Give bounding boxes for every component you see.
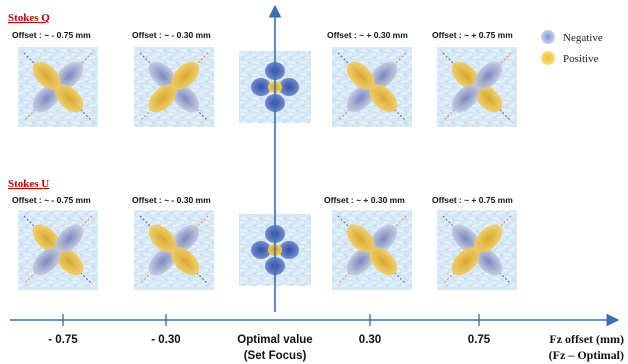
u-offset-label-4: Offset : ~ + 0.30 mm <box>324 195 405 205</box>
pattern-lobe <box>55 224 84 253</box>
q-offset-label-2: Offset : ~ - 0.30 mm <box>132 30 211 40</box>
pattern-lobe <box>346 61 375 90</box>
stokes-q-panel-5 <box>437 47 517 127</box>
q-offset-label-1: Offset : ~ - 0.75 mm <box>12 30 91 40</box>
pattern-lobe <box>32 61 61 90</box>
pattern-lobe <box>171 247 200 276</box>
axis-subtitle: (Fz – Optimal) <box>549 348 624 362</box>
axis-ticks <box>62 314 480 326</box>
stokes-q-panel-4 <box>332 47 412 127</box>
pattern-lobe <box>32 224 61 253</box>
negative-legend-marker <box>541 30 555 44</box>
pattern-lobe <box>369 247 398 276</box>
pattern-lobe <box>148 247 177 276</box>
pattern-lobe <box>451 61 480 90</box>
pattern-lobe <box>346 84 375 113</box>
pattern-lobe <box>148 84 177 113</box>
stokes-u-panel-2 <box>134 210 214 290</box>
pattern-lobe <box>369 61 398 90</box>
pattern-lobe <box>279 241 299 259</box>
pattern-lobe <box>171 224 200 253</box>
pattern-lobe <box>346 224 375 253</box>
stokes-u-panel-4 <box>332 210 412 290</box>
positive-legend-marker <box>541 51 555 65</box>
pattern-lobe <box>369 224 398 253</box>
pattern-lobe <box>32 84 61 113</box>
pattern-lobe <box>451 247 480 276</box>
pattern-lobe <box>55 84 84 113</box>
pattern-lobe <box>55 247 84 276</box>
pattern-lobe <box>474 61 503 90</box>
pattern-lobe <box>474 247 503 276</box>
negative-legend-label: Negative <box>563 32 603 44</box>
u-offset-label-2: Offset : ~ - 0.30 mm <box>132 195 211 205</box>
u-offset-label-5: Offset : ~ + 0.75 mm <box>432 195 513 205</box>
stokes-u-panel-5 <box>437 210 517 290</box>
u-offset-label-1: Offset : ~ - 0.75 mm <box>12 195 91 205</box>
pattern-lobe <box>346 247 375 276</box>
q-offset-label-5: Offset : ~ + 0.75 mm <box>432 30 513 40</box>
axis-title: Fz offset (mm) <box>549 332 624 346</box>
stokes-q-panel-2 <box>134 47 214 127</box>
pattern-lobe <box>451 224 480 253</box>
tick-label-set-focus: (Set Focus) <box>244 350 307 362</box>
pattern-lobe <box>474 84 503 113</box>
tick-label-neg-030: - 0.30 <box>151 334 180 346</box>
pattern-lobe <box>32 247 61 276</box>
pattern-lobe <box>148 61 177 90</box>
stokes-q-title: Stokes Q <box>8 12 50 24</box>
stokes-q-panel-1 <box>18 47 98 127</box>
pattern-lobe <box>279 78 299 96</box>
pattern-lobe <box>474 224 503 253</box>
stokes-u-panel-1 <box>18 210 98 290</box>
pattern-lobe <box>451 84 480 113</box>
pattern-lobe <box>148 224 177 253</box>
tick-label-pos-075: 0.75 <box>468 334 491 346</box>
tick-label-pos-030: 0.30 <box>359 334 381 346</box>
tick-label-optimal: Optimal value <box>237 334 312 346</box>
q-offset-label-4: Offset : ~ + 0.30 mm <box>327 30 408 40</box>
pattern-lobe <box>55 61 84 90</box>
pattern-lobe <box>369 84 398 113</box>
pattern-lobe <box>251 78 271 96</box>
tick-label-neg-075: - 0.75 <box>48 334 78 346</box>
pattern-lobe <box>251 241 271 259</box>
legend: Negative Positive <box>541 30 603 65</box>
stokes-u-title: Stokes U <box>8 178 49 190</box>
pattern-lobe <box>171 84 200 113</box>
positive-legend-label: Positive <box>563 53 599 65</box>
pattern-lobe <box>171 61 200 90</box>
